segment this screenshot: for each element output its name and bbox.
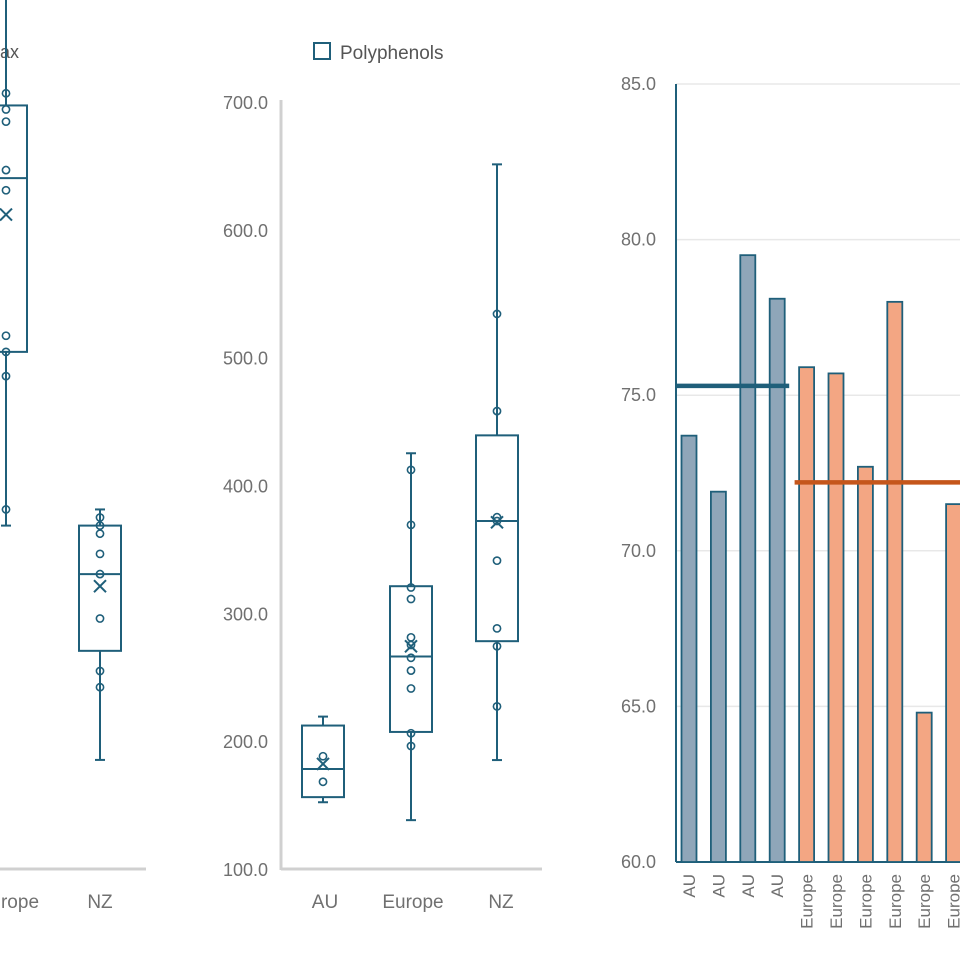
middle-y-tick-label: 500.0: [223, 349, 268, 369]
left-nz-point: [95, 549, 105, 559]
middle-nz-box-group: [475, 163, 519, 762]
bar-y-tick-label: 85.0: [621, 74, 656, 94]
middle-europe-point: [406, 728, 416, 738]
bar-x-tick-label: Europe: [856, 874, 875, 929]
right-bar-chart: 60.0 65.0 70.0 75.0 80.0 85.0 AU AU AU AU Europe E…: [621, 74, 960, 929]
middle-nz-point: [492, 701, 502, 711]
middle-y-tick-label: 400.0: [223, 477, 268, 497]
left-tick-label-europe: rope: [1, 892, 39, 913]
left-nz-point: [95, 529, 105, 539]
bar-au: [739, 254, 757, 863]
middle-y-tick-label: 100.0: [223, 860, 268, 880]
bar-y-tick-label: 65.0: [621, 696, 656, 716]
middle-nz-mean-marker: [490, 515, 504, 530]
left-nz-point: [95, 666, 105, 676]
middle-europe-point: [406, 653, 416, 663]
bar-au: [680, 434, 698, 863]
middle-nz-point: [492, 556, 502, 566]
middle-nz-point: [492, 309, 502, 319]
left-nz-point: [95, 569, 105, 579]
left-tick-label-nz: NZ: [87, 892, 113, 913]
middle-europe-point: [406, 520, 416, 530]
left-europe-point: [1, 185, 11, 195]
middle-y-tick-label: 200.0: [223, 732, 268, 752]
bar-europe: [886, 300, 904, 863]
middle-au-iqr-box: [301, 724, 345, 799]
bar-x-tick-label: AU: [680, 874, 699, 898]
left-europe-point: [1, 347, 11, 357]
left-europe-point: [1, 117, 11, 126]
middle-nz-point: [492, 641, 502, 651]
bar-x-tick-label: AU: [739, 874, 758, 898]
left-boxplot-chart: ax rope NZ: [0, 0, 146, 913]
left-nz-point: [95, 614, 105, 623]
bar-au: [768, 297, 786, 863]
middle-au-box-group: [301, 715, 345, 804]
middle-europe-point: [406, 741, 416, 751]
middle-nz-point: [492, 623, 502, 633]
middle-y-tick-label: 600.0: [223, 221, 268, 241]
bar-x-tick-label: Europe: [886, 874, 905, 929]
left-europe-point: [1, 505, 11, 514]
left-europe-point: [1, 88, 11, 98]
middle-nz-iqr-box: [475, 434, 519, 643]
bar-y-tick-label: 75.0: [621, 385, 656, 405]
bar-au: [710, 490, 727, 863]
left-europe-iqr-box: [0, 104, 28, 353]
middle-europe-point: [406, 666, 416, 675]
left-nz-box-group: [78, 508, 122, 761]
legend-label-polyphenols: Polyphenols: [340, 43, 444, 64]
bar-y-tick-label: 60.0: [621, 852, 656, 872]
middle-europe-point: [406, 583, 416, 592]
middle-europe-box-group: [389, 452, 433, 822]
middle-tick-label-nz: NZ: [488, 892, 514, 913]
bar-x-tick-label: Europe: [798, 874, 817, 929]
middle-nz-point: [492, 406, 502, 416]
left-nz-point: [95, 682, 105, 692]
middle-europe-point: [406, 594, 416, 604]
middle-europe-point: [406, 684, 416, 693]
middle-tick-label-europe: Europe: [382, 892, 443, 913]
bar-y-tick-label: 70.0: [621, 541, 656, 561]
middle-y-tick-label: 300.0: [223, 604, 268, 624]
middle-tick-label-au: AU: [312, 892, 338, 913]
bar-x-tick-label: AU: [709, 874, 728, 898]
legend-swatch: [313, 42, 331, 60]
left-europe-mean-marker: [0, 207, 13, 222]
left-nz-point: [95, 521, 105, 530]
bar-europe: [857, 465, 874, 863]
middle-au-point: [318, 751, 328, 761]
left-nz-mean-marker: [93, 579, 107, 593]
middle-europe-point: [406, 632, 416, 642]
middle-au-mean-marker: [316, 757, 330, 771]
bar-europe: [798, 366, 815, 863]
middle-europe-iqr-box: [389, 585, 433, 733]
left-europe-point: [1, 331, 11, 341]
bar-europe: [945, 503, 960, 863]
middle-y-tick-label: 700.0: [223, 93, 268, 113]
bar-europe: [915, 711, 933, 863]
middle-nz-point: [492, 512, 502, 522]
left-nz-iqr-box: [78, 524, 122, 652]
left-legend-label: ax: [0, 42, 19, 62]
bar-y-tick-label: 80.0: [621, 230, 656, 250]
left-europe-point: [1, 165, 11, 175]
left-europe-box-group: [0, 0, 28, 527]
left-europe-point: [1, 371, 11, 381]
middle-europe-mean-marker: [404, 639, 418, 653]
bar-x-tick-label: AU: [768, 874, 787, 898]
bar-x-tick-label: Europe: [945, 874, 960, 929]
left-europe-point: [1, 105, 11, 114]
middle-nz-point: [492, 516, 502, 526]
middle-europe-point: [406, 465, 416, 475]
middle-boxplot-chart: Polyphenols 100.0 200.0 300.0 400.0 500.0 600…: [223, 42, 542, 913]
left-nz-point: [95, 513, 105, 522]
bar-x-tick-label: Europe: [915, 874, 934, 929]
bar-x-tick-label: Europe: [827, 874, 846, 929]
middle-au-point: [318, 777, 328, 787]
bar-europe: [827, 372, 845, 863]
